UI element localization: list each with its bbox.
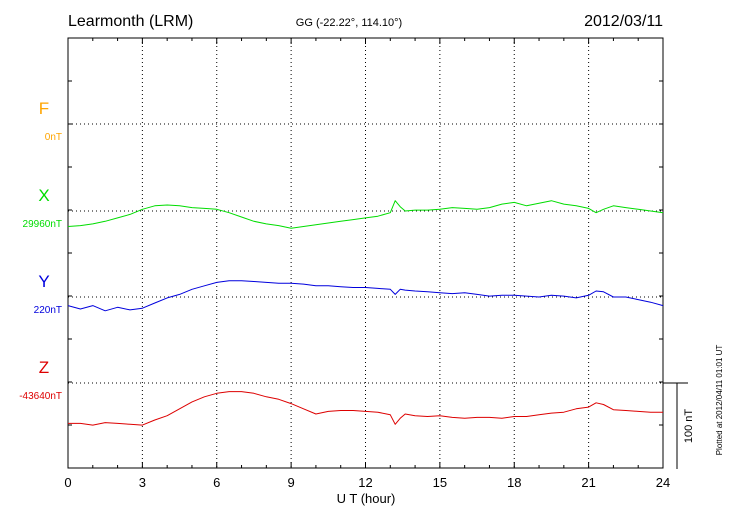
vertical-gridlines xyxy=(141,38,590,468)
x-tick-label: 24 xyxy=(656,475,670,490)
series-name-f: F xyxy=(39,99,49,118)
x-tick-label: 18 xyxy=(507,475,521,490)
x-tick-label: 12 xyxy=(358,475,372,490)
series-lines xyxy=(67,200,664,426)
scale-bar: 100 nT xyxy=(663,382,695,469)
x-axis-label: U T (hour) xyxy=(337,491,396,506)
x-tick-label: 9 xyxy=(288,475,295,490)
series-name-x: X xyxy=(38,186,49,205)
station-coordinates: GG (-22.22°, 114.10°) xyxy=(296,17,402,29)
x-axis-ticks: 0 3 6 9 12 15 18 21 24 xyxy=(64,38,670,490)
series-baseline-f: 0nT xyxy=(45,132,62,143)
series-name-z: Z xyxy=(39,358,49,377)
x-tick-label: 0 xyxy=(64,475,71,490)
series-line-x xyxy=(67,200,664,229)
series-line-y xyxy=(67,280,664,312)
series-baseline-x: 29960nT xyxy=(23,219,62,230)
series-name-y: Y xyxy=(38,272,49,291)
y-axis-ticks xyxy=(68,37,663,469)
series-line-z xyxy=(68,391,663,426)
scale-bar-label: 100 nT xyxy=(683,409,695,444)
series-baseline-z: -43640nT xyxy=(19,391,62,402)
chart-date: 2012/03/11 xyxy=(584,13,663,30)
x-tick-label: 6 xyxy=(213,475,220,490)
plotted-timestamp: Plotted at 2012/04/11 01:01 UT xyxy=(715,345,724,456)
x-tick-label: 21 xyxy=(581,475,595,490)
x-tick-label: 3 xyxy=(139,475,146,490)
x-tick-label: 15 xyxy=(433,475,447,490)
series-baseline-y: 220nT xyxy=(34,305,62,316)
series-labels: F 0nT X 29960nT Y 220nT Z -43640nT xyxy=(19,99,62,402)
station-title: Learmonth (LRM) xyxy=(68,13,193,30)
